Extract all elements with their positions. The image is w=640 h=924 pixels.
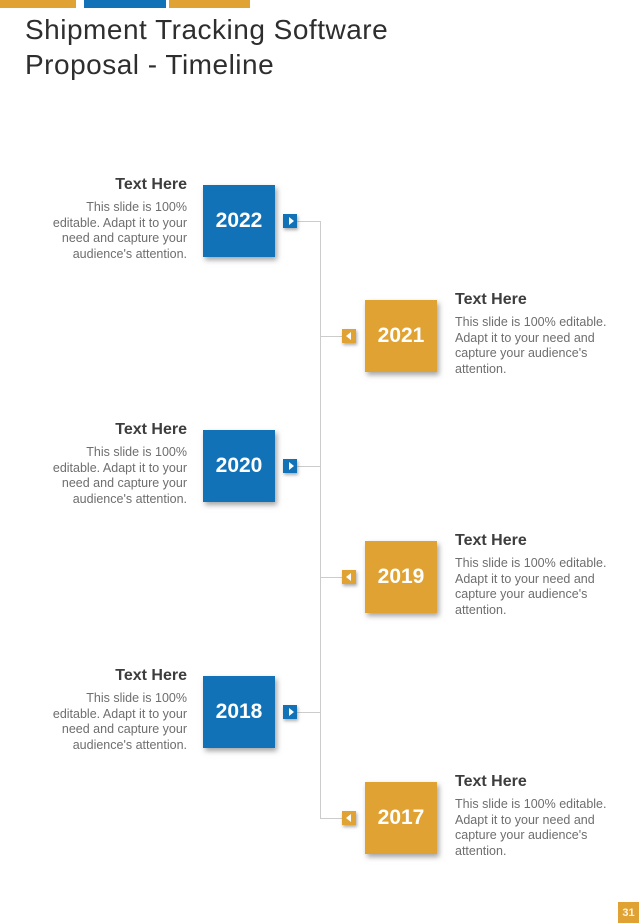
- text-block-body: This slide is 100% editable. Adapt it to…: [455, 556, 607, 617]
- accent-bar-gold-2: [169, 0, 250, 8]
- text-block-body: This slide is 100% editable. Adapt it to…: [455, 315, 607, 376]
- text-block-body: This slide is 100% editable. Adapt it to…: [52, 691, 187, 752]
- connector-stub-2018: [297, 712, 320, 713]
- arrow-marker-2019[interactable]: [342, 570, 356, 584]
- text-block-heading: Text Here: [115, 176, 187, 193]
- arrow-marker-2020[interactable]: [283, 459, 297, 473]
- arrow-marker-2022[interactable]: [283, 214, 297, 228]
- arrow-marker-2017[interactable]: [342, 811, 356, 825]
- text-block-body: This slide is 100% editable. Adapt it to…: [52, 445, 187, 506]
- text-block-heading: Text Here: [115, 421, 187, 438]
- connector-stub-2019: [320, 577, 343, 578]
- text-block-2020: Text Here This slide is 100% editable. A…: [37, 421, 187, 507]
- arrow-right-icon: [288, 708, 294, 716]
- text-block-2021: Text Here This slide is 100% editable. A…: [455, 291, 615, 377]
- timeline-spine: [320, 221, 321, 819]
- arrow-right-icon: [288, 217, 294, 225]
- connector-stub-2017: [320, 818, 343, 819]
- year-square-2018[interactable]: 2018: [203, 676, 275, 748]
- arrow-left-icon: [345, 332, 351, 340]
- arrow-marker-2021[interactable]: [342, 329, 356, 343]
- connector-stub-2020: [297, 466, 320, 467]
- text-block-2022: Text Here This slide is 100% editable. A…: [37, 176, 187, 262]
- text-block-heading: Text Here: [115, 667, 187, 684]
- text-block-2018: Text Here This slide is 100% editable. A…: [37, 667, 187, 753]
- arrow-marker-2018[interactable]: [283, 705, 297, 719]
- arrow-right-icon: [288, 462, 294, 470]
- page-number-badge: 31: [618, 902, 639, 923]
- text-block-body: This slide is 100% editable. Adapt it to…: [52, 200, 187, 261]
- text-block-body: This slide is 100% editable. Adapt it to…: [455, 797, 607, 858]
- text-block-heading: Text Here: [455, 773, 527, 790]
- year-square-2019[interactable]: 2019: [365, 541, 437, 613]
- text-block-2017: Text Here This slide is 100% editable. A…: [455, 773, 615, 859]
- arrow-left-icon: [345, 573, 351, 581]
- connector-stub-2022: [297, 221, 320, 222]
- text-block-heading: Text Here: [455, 532, 527, 549]
- accent-bar-blue: [84, 0, 166, 8]
- page-title: Shipment Tracking Software Proposal - Ti…: [25, 14, 389, 80]
- year-square-2020[interactable]: 2020: [203, 430, 275, 502]
- accent-bar-gold-1: [0, 0, 76, 8]
- year-square-2017[interactable]: 2017: [365, 782, 437, 854]
- arrow-left-icon: [345, 814, 351, 822]
- connector-stub-2021: [320, 336, 343, 337]
- text-block-2019: Text Here This slide is 100% editable. A…: [455, 532, 615, 618]
- text-block-heading: Text Here: [455, 291, 527, 308]
- year-square-2021[interactable]: 2021: [365, 300, 437, 372]
- year-square-2022[interactable]: 2022: [203, 185, 275, 257]
